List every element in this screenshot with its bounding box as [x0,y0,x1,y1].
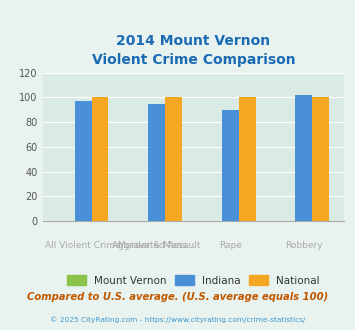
Bar [165,97,182,221]
Bar [312,97,329,221]
Bar [148,104,165,221]
Text: Compared to U.S. average. (U.S. average equals 100): Compared to U.S. average. (U.S. average … [27,292,328,302]
Text: Aggravated Assault: Aggravated Assault [113,241,201,249]
Bar [295,95,312,221]
Text: © 2025 CityRating.com - https://www.cityrating.com/crime-statistics/: © 2025 CityRating.com - https://www.city… [50,317,305,323]
Bar [222,110,239,221]
Bar [75,101,92,221]
Title: 2014 Mount Vernon
Violent Crime Comparison: 2014 Mount Vernon Violent Crime Comparis… [92,34,295,67]
Bar [239,97,256,221]
Bar [92,97,109,221]
Legend: Mount Vernon, Indiana, National: Mount Vernon, Indiana, National [63,271,324,290]
Text: Rape: Rape [219,241,242,249]
